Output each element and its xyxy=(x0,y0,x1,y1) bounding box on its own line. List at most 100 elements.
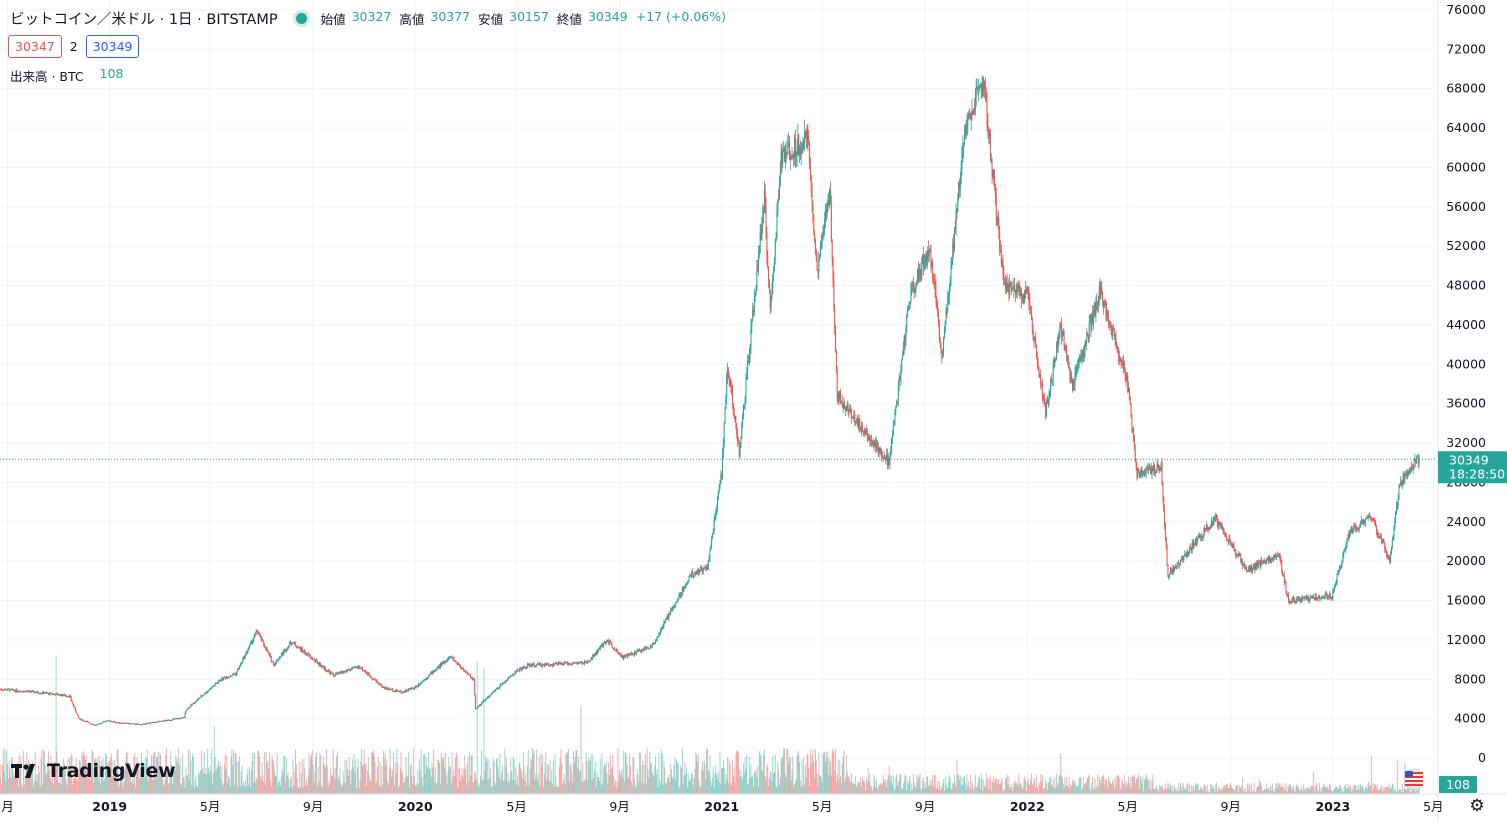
volume-bar xyxy=(1291,790,1293,794)
volume-bar xyxy=(31,773,33,794)
candle-body xyxy=(851,417,853,419)
candle-body xyxy=(1176,563,1178,569)
candle-body xyxy=(669,613,671,615)
candle-body xyxy=(754,295,756,298)
volume-bar xyxy=(490,768,492,794)
volume-bar xyxy=(2,749,4,794)
candle-body xyxy=(22,691,24,693)
volume-bar xyxy=(48,770,50,794)
candle-body xyxy=(1041,382,1043,384)
volume-bar xyxy=(222,786,224,794)
candle-body xyxy=(870,439,872,442)
volume-bar xyxy=(977,783,979,794)
candle-body xyxy=(1015,290,1017,295)
candle-body xyxy=(603,641,605,643)
candle-body xyxy=(1234,550,1236,551)
candle-body xyxy=(588,661,590,662)
candle-body xyxy=(941,352,943,359)
candle-body xyxy=(1144,473,1146,475)
candle-body xyxy=(444,661,446,663)
volume-bar xyxy=(1046,789,1048,794)
candle-body xyxy=(1231,544,1233,546)
volume-bar xyxy=(374,762,376,794)
candle-body xyxy=(665,619,667,623)
volume-bar xyxy=(644,753,646,794)
volume-bar xyxy=(176,762,178,794)
candle-body xyxy=(292,643,294,644)
candle-body xyxy=(808,141,810,143)
volume-bar xyxy=(807,754,809,794)
volume-bar xyxy=(398,785,400,794)
candle-body xyxy=(235,673,237,675)
candle-body xyxy=(845,406,847,412)
volume-bar xyxy=(572,750,574,794)
volume-bar xyxy=(715,764,717,794)
candle-body xyxy=(352,667,354,668)
candle-body xyxy=(1353,526,1355,532)
volume-bar xyxy=(1240,787,1242,794)
volume-bar xyxy=(301,759,303,794)
volume-bar xyxy=(293,785,295,794)
candle-body xyxy=(285,650,287,652)
candle-body xyxy=(94,724,96,726)
candle-body xyxy=(824,218,826,227)
volume-bar xyxy=(1236,785,1238,794)
volume-bar xyxy=(603,767,605,794)
volume-bar xyxy=(1100,783,1102,794)
candle-body xyxy=(969,116,971,119)
volume-bar xyxy=(742,780,744,794)
candle-body xyxy=(102,721,104,723)
volume-bar xyxy=(1010,787,1012,794)
volume-bar xyxy=(834,770,836,794)
volume-bar xyxy=(625,753,627,794)
volume-bar xyxy=(168,782,170,794)
volume-bar xyxy=(849,782,851,794)
candle-body xyxy=(377,682,379,684)
volume-bar xyxy=(245,786,247,794)
candle-body xyxy=(488,696,490,698)
volume-bar xyxy=(1059,774,1061,794)
volume-bar xyxy=(1073,783,1075,794)
volume-bar xyxy=(865,790,867,794)
volume-bar xyxy=(365,764,367,794)
candle-body xyxy=(553,663,555,665)
candle-body xyxy=(1043,398,1045,400)
candle-body xyxy=(417,685,419,687)
volume-bar xyxy=(56,751,58,794)
volume-bar xyxy=(951,789,953,794)
volume-bar xyxy=(54,761,56,794)
candle-body xyxy=(181,717,183,719)
candle-body xyxy=(468,673,470,675)
candle-body xyxy=(1181,558,1183,560)
candle-body xyxy=(10,688,12,690)
candle-body xyxy=(39,693,41,695)
candle-body xyxy=(76,713,78,715)
candle-body xyxy=(201,695,203,697)
candle-body xyxy=(1204,528,1206,530)
candle-body xyxy=(547,663,549,665)
candle-body xyxy=(966,126,968,128)
candle-body xyxy=(209,688,211,690)
volume-bar xyxy=(254,781,256,794)
volume-bar xyxy=(300,787,302,794)
candle-body xyxy=(1279,554,1281,560)
volume-bar xyxy=(456,755,458,794)
candle-body xyxy=(958,183,960,198)
candle-body xyxy=(1281,562,1283,572)
volume-bar xyxy=(414,786,416,794)
candle-body xyxy=(1124,368,1126,376)
candle-body xyxy=(626,655,628,657)
volume-bar xyxy=(1313,791,1315,794)
volume-bar xyxy=(167,784,169,794)
candle-body xyxy=(946,308,948,310)
volume-bar xyxy=(256,779,258,794)
candle-body xyxy=(1284,581,1286,583)
candle-body xyxy=(378,683,380,685)
candle-body xyxy=(839,391,841,400)
volume-bar xyxy=(856,784,858,794)
candle-body xyxy=(86,721,88,723)
volume-bar xyxy=(1191,790,1193,794)
volume-bar xyxy=(961,777,963,794)
candle-body xyxy=(773,258,775,270)
